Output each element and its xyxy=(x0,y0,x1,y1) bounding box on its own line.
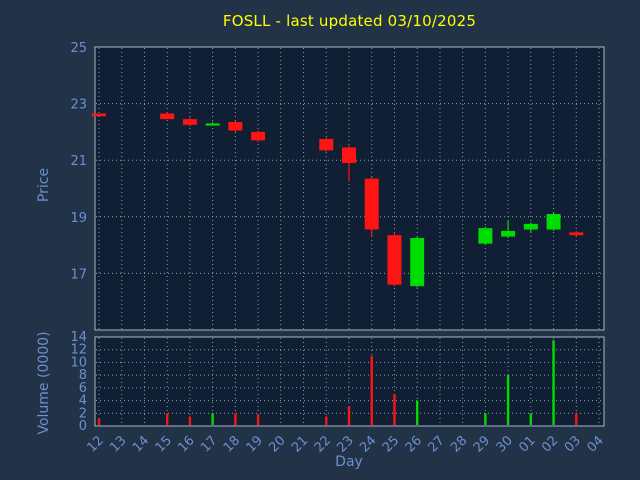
volume-bar xyxy=(370,356,373,425)
x-tick-label: 15 xyxy=(153,433,175,455)
volume-bar xyxy=(575,413,578,425)
x-tick-label: 21 xyxy=(289,433,311,455)
volume-bar xyxy=(325,416,328,425)
candle-body xyxy=(478,228,493,244)
candle-body xyxy=(501,230,516,237)
x-tick-label: 25 xyxy=(380,433,402,455)
candle-body xyxy=(92,113,106,117)
x-tick-label: 20 xyxy=(266,433,288,455)
volume-bar xyxy=(256,414,260,425)
volume-tick-label: 6 xyxy=(79,381,87,396)
volume-bar xyxy=(234,413,237,425)
volume-bar xyxy=(552,340,555,425)
x-tick-label: 04 xyxy=(585,433,607,455)
x-tick-label: 26 xyxy=(403,433,425,455)
x-tick-label: 01 xyxy=(516,433,538,455)
volume-tick-label: 0 xyxy=(79,419,87,434)
x-tick-label: 22 xyxy=(312,433,334,455)
candle-body xyxy=(523,223,538,230)
candle-body xyxy=(546,213,561,230)
volume-bar xyxy=(347,406,351,425)
volume-bar xyxy=(188,416,192,425)
x-tick-label: 24 xyxy=(357,433,379,455)
volume-bar xyxy=(393,394,396,425)
candle-body xyxy=(342,147,356,164)
volume-tick-label: 12 xyxy=(70,343,87,358)
x-tick-label: 23 xyxy=(335,433,357,455)
volume-bar xyxy=(415,400,419,425)
candle-body xyxy=(228,121,243,131)
candle-body xyxy=(364,178,379,230)
candle-body xyxy=(319,138,334,151)
x-tick-label: 29 xyxy=(471,433,493,455)
candle-body xyxy=(205,123,220,126)
x-tick-label: 27 xyxy=(425,433,447,455)
volume-tick-label: 8 xyxy=(79,368,87,383)
x-tick-label: 18 xyxy=(221,433,243,455)
volume-bar xyxy=(506,375,510,425)
volume-bar xyxy=(97,418,101,425)
day-axis-label: Day xyxy=(335,454,363,470)
price-tick-label: 25 xyxy=(70,41,87,56)
volume-tick-label: 14 xyxy=(70,330,87,345)
x-tick-label: 30 xyxy=(494,433,516,455)
price-tick-label: 19 xyxy=(70,211,87,226)
volume-bar xyxy=(529,413,533,425)
x-tick-label: 13 xyxy=(107,433,129,455)
chart-title: FOSLL - last updated 03/10/2025 xyxy=(222,12,477,30)
price-tick-label: 21 xyxy=(70,154,87,169)
volume-tick-label: 10 xyxy=(70,355,87,370)
x-tick-label: 14 xyxy=(130,433,152,455)
candle-body xyxy=(410,238,425,287)
x-tick-label: 17 xyxy=(198,433,220,455)
candle-body xyxy=(182,119,197,125)
x-tick-label: 19 xyxy=(244,433,266,455)
volume-bar xyxy=(484,413,487,425)
volume-tick-label: 4 xyxy=(79,394,87,409)
x-tick-label: 12 xyxy=(85,433,107,455)
volume-tick-label: 2 xyxy=(79,406,87,421)
candle-body xyxy=(251,131,266,141)
x-tick-label: 28 xyxy=(448,433,470,455)
candle-body xyxy=(569,232,584,236)
volume-bar xyxy=(165,413,169,425)
x-tick-label: 02 xyxy=(539,433,561,455)
volume-bar xyxy=(211,413,214,425)
price-tick-label: 17 xyxy=(70,267,87,282)
candle-body xyxy=(160,113,175,120)
x-tick-label: 03 xyxy=(562,433,584,455)
x-tick-label: 16 xyxy=(175,433,197,455)
price-tick-label: 23 xyxy=(70,98,87,113)
candle-body xyxy=(387,235,402,285)
